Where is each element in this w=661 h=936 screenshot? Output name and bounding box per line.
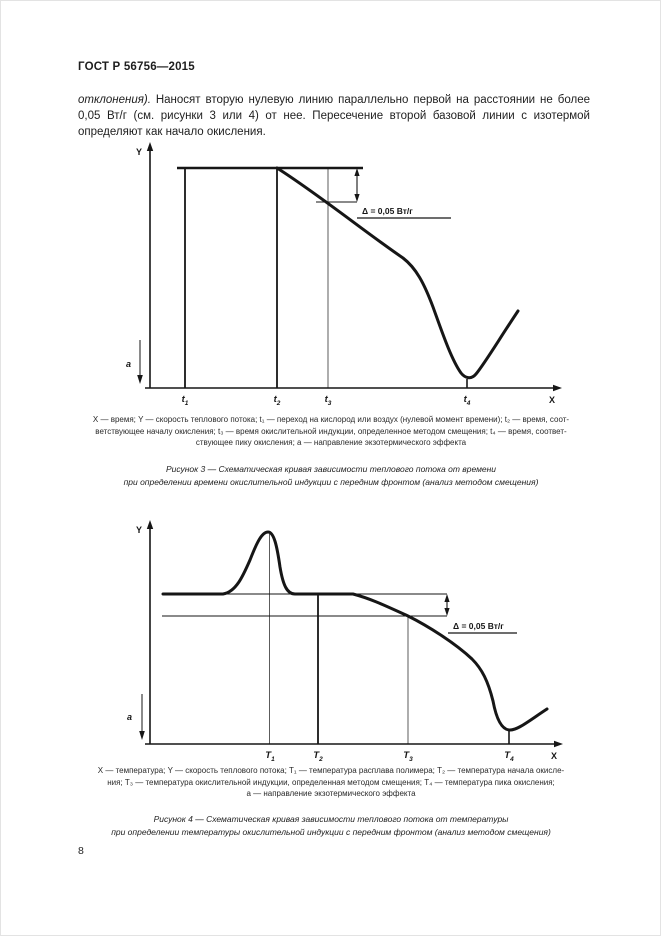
fig3-tick-t3: t3 — [325, 394, 332, 407]
fig4-tick-T3: T3 — [403, 750, 413, 763]
figure3-caption-line1: X — время; Y — скорость теплового потока… — [92, 415, 570, 424]
figure4-title: Рисунок 4 — Схематическая кривая зависим… — [73, 813, 589, 839]
fig3-tick-t1: t1 — [182, 394, 189, 407]
fig3-delta-label: Δ = 0,05 Вт/г — [362, 206, 413, 216]
fig4-curve — [161, 530, 549, 732]
figure3-caption-line2: ветствующее началу окисления; t₃ — время… — [95, 426, 567, 436]
fig3-tick-t4: t4 — [464, 394, 471, 407]
figure4-title-line1: Рисунок 4 — Схематическая кривая зависим… — [153, 814, 509, 824]
fig4-y-axis-label: Y — [136, 525, 142, 535]
fig4-tick-T1: T1 — [265, 750, 275, 763]
figure3-caption: X — время; Y — скорость теплового потока… — [73, 414, 589, 449]
fig3-x-axis-arrow-icon — [553, 384, 562, 392]
fig4-tick-T2: T2 — [313, 750, 323, 763]
body-paragraph: отклонения). Наносят вторую нулевую лини… — [78, 92, 590, 140]
figure4-diagram: Y X Δ = 0,05 Вт/г a T1 T2 T3 T4 — [127, 520, 563, 763]
fig3-exo-label: a — [126, 359, 131, 369]
fig4-delta-label: Δ = 0,05 Вт/г — [453, 621, 504, 631]
fig4-exo-label: a — [127, 712, 132, 722]
figure4-title-line2: при определении температуры окислительно… — [111, 827, 551, 837]
figure3-title-line1: Рисунок 3 — Схематическая кривая зависим… — [165, 464, 497, 474]
fig3-y-axis-label: Y — [136, 147, 142, 157]
paragraph-lead-italic: отклонения). — [78, 94, 151, 106]
fig4-x-axis-label: X — [551, 751, 557, 761]
fig3-delta-arrow-down-icon — [354, 194, 360, 202]
fig4-y-axis-arrow-icon — [146, 520, 154, 529]
page-number: 8 — [78, 845, 84, 857]
figure4-caption-line1: X — температура; Y — скорость теплового … — [97, 766, 565, 775]
fig3-exo-arrow-icon — [137, 375, 143, 384]
figure4-caption: X — температура; Y — скорость теплового … — [73, 765, 589, 800]
fig3-delta-arrow-up-icon — [354, 168, 360, 176]
fig4-exo-arrow-icon — [139, 731, 145, 740]
fig3-curve — [275, 166, 520, 380]
paragraph-body: Наносят вторую нулевую линию параллельно… — [78, 94, 590, 138]
figure4-caption-line3: a — направление экзотермического эффекта — [246, 789, 416, 798]
fig3-y-axis-arrow-icon — [146, 142, 154, 151]
fig4-delta-arrow-up-icon — [444, 594, 450, 602]
fig3-tick-t2: t2 — [274, 394, 281, 407]
figure3-diagram: Y X Δ = 0,05 Вт/г a t1 t2 t3 t4 — [126, 142, 562, 407]
figure4-caption-line2: ния; T₃ — температура окислительной инду… — [107, 777, 555, 787]
document-header: ГОСТ Р 56756—2015 — [78, 61, 195, 73]
figure3-title: Рисунок 3 — Схематическая кривая зависим… — [73, 463, 589, 489]
figure3-caption-line3: ствующее пику окисления; a — направление… — [195, 438, 467, 447]
fig4-tick-T4: T4 — [504, 750, 514, 763]
fig4-x-axis-arrow-icon — [554, 740, 563, 748]
figure3-title-line2: при определении времени окислительной ин… — [123, 477, 539, 487]
fig3-x-axis-label: X — [549, 395, 555, 405]
fig4-delta-arrow-down-icon — [444, 608, 450, 616]
